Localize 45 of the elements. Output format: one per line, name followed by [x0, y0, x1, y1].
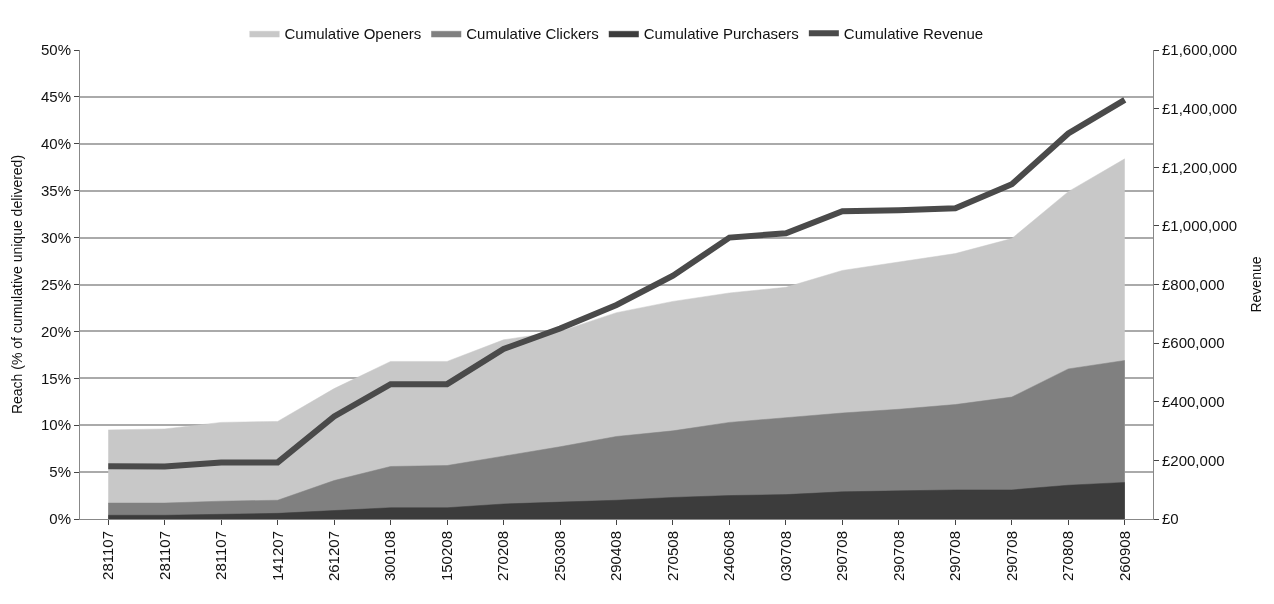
x-tick-label: 290708: [946, 531, 964, 582]
x-tick-label: 270808: [1059, 531, 1077, 582]
legend-label: Cumulative Revenue: [843, 25, 984, 43]
y2-tick-label: £1,600,000: [1162, 41, 1238, 59]
y-tick-label: 40%: [40, 135, 71, 153]
legend-label: Cumulative Purchasers: [643, 25, 799, 43]
x-tick-label: 300108: [381, 531, 399, 582]
x-tick-label: 030708: [776, 531, 794, 582]
x-tick-label: 150208: [437, 531, 455, 582]
y2-tick-label: £200,000: [1162, 451, 1225, 469]
y2-axis-title: Revenue: [1248, 256, 1265, 313]
x-tick-label: 281107: [212, 531, 230, 580]
y-tick-label: 0%: [49, 510, 71, 528]
y-axis-title: Reach (% of cumulative unique delivered): [8, 154, 25, 415]
legend-label: Cumulative Clickers: [466, 25, 599, 43]
x-tick-label: 281107: [99, 531, 117, 580]
y-tick-label: 30%: [40, 228, 71, 246]
y2-tick-label: £400,000: [1162, 393, 1225, 410]
legend-label: Cumulative Openers: [284, 25, 422, 43]
x-tick-label: 290708: [889, 531, 907, 582]
x-tick-label: 290708: [833, 531, 851, 582]
y-tick-label: 20%: [40, 322, 71, 340]
y2-tick-label: £800,000: [1162, 275, 1225, 293]
y-tick-label: 45%: [40, 88, 71, 106]
y-tick-label: 35%: [40, 181, 71, 199]
y2-tick-label: £1,000,000: [1162, 217, 1238, 235]
y-tick-label: 25%: [40, 275, 71, 293]
y2-tick-label: £1,400,000: [1162, 99, 1238, 117]
x-tick-label: 290708: [1002, 531, 1020, 582]
x-tick-label: 261207: [325, 531, 343, 582]
x-tick-label: 290408: [607, 531, 625, 582]
y-tick-label: 50%: [40, 41, 71, 59]
y2-tick-label: £0: [1162, 510, 1179, 528]
x-tick-label: 141207: [268, 531, 286, 582]
x-tick-label: 270208: [494, 531, 512, 582]
x-tick-label: 281107: [155, 531, 173, 580]
x-tick-label: 260908: [1115, 531, 1133, 582]
x-tick-label: 250308: [550, 531, 568, 582]
y2-tick-label: £1,200,000: [1162, 158, 1238, 176]
y2-tick-label: £600,000: [1162, 334, 1225, 352]
x-tick-label: 240608: [720, 531, 738, 582]
y-tick-label: 10%: [40, 416, 71, 434]
y-tick-label: 5%: [49, 463, 71, 481]
y-tick-label: 15%: [40, 369, 71, 387]
x-tick-label: 270508: [663, 531, 681, 582]
